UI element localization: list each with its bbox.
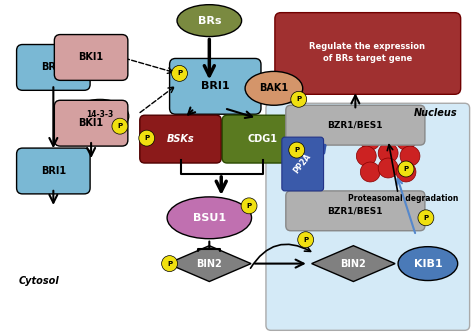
- Circle shape: [378, 143, 398, 163]
- FancyBboxPatch shape: [286, 191, 425, 231]
- Text: P: P: [423, 215, 428, 221]
- FancyBboxPatch shape: [55, 100, 128, 146]
- FancyBboxPatch shape: [282, 137, 324, 191]
- Text: BZR1/BES1: BZR1/BES1: [328, 121, 383, 130]
- Polygon shape: [168, 246, 251, 282]
- Text: BRI1: BRI1: [41, 166, 66, 176]
- Text: BRI1: BRI1: [41, 62, 66, 73]
- FancyBboxPatch shape: [286, 105, 425, 145]
- Text: BKI1: BKI1: [79, 118, 104, 128]
- Circle shape: [398, 161, 414, 177]
- Ellipse shape: [167, 197, 252, 239]
- Text: BIN2: BIN2: [196, 259, 222, 268]
- Text: CDG1: CDG1: [248, 134, 278, 144]
- Circle shape: [162, 256, 178, 271]
- Circle shape: [356, 146, 376, 166]
- FancyBboxPatch shape: [140, 115, 221, 163]
- Text: BSKs: BSKs: [167, 134, 194, 144]
- Circle shape: [289, 142, 305, 158]
- FancyBboxPatch shape: [170, 58, 261, 114]
- Circle shape: [172, 66, 187, 81]
- Circle shape: [396, 130, 416, 150]
- Text: BRs: BRs: [198, 15, 221, 26]
- FancyBboxPatch shape: [17, 148, 90, 194]
- Text: BKI1: BKI1: [79, 52, 104, 62]
- FancyBboxPatch shape: [17, 44, 90, 90]
- Ellipse shape: [71, 99, 129, 133]
- FancyBboxPatch shape: [222, 115, 304, 163]
- Text: PP2A: PP2A: [292, 152, 313, 176]
- Text: KIB1: KIB1: [414, 259, 442, 268]
- Circle shape: [139, 130, 155, 146]
- Text: BSU1: BSU1: [193, 213, 226, 223]
- Text: 14-3-3: 14-3-3: [86, 110, 114, 119]
- Circle shape: [360, 130, 380, 150]
- Text: P: P: [246, 203, 252, 209]
- FancyBboxPatch shape: [266, 103, 470, 330]
- Text: P: P: [403, 166, 409, 172]
- Polygon shape: [311, 246, 395, 282]
- Text: Nucleus: Nucleus: [414, 108, 458, 118]
- Circle shape: [298, 232, 314, 248]
- Text: Cytosol: Cytosol: [18, 276, 59, 286]
- Circle shape: [112, 118, 128, 134]
- Text: P: P: [296, 96, 301, 102]
- Circle shape: [291, 91, 307, 107]
- FancyBboxPatch shape: [275, 13, 461, 94]
- Text: P: P: [144, 135, 149, 141]
- Text: BRI1: BRI1: [201, 81, 229, 91]
- Text: BAK1: BAK1: [259, 83, 289, 93]
- Text: P: P: [303, 237, 308, 243]
- Circle shape: [241, 198, 257, 214]
- Circle shape: [378, 158, 398, 178]
- Text: P: P: [118, 123, 122, 129]
- Text: P: P: [167, 261, 172, 266]
- Text: Regulate the expression
of BRs target gene: Regulate the expression of BRs target ge…: [309, 42, 425, 62]
- Ellipse shape: [398, 247, 458, 281]
- Ellipse shape: [177, 5, 242, 37]
- Text: BIN2: BIN2: [340, 259, 366, 268]
- Ellipse shape: [245, 72, 303, 105]
- Circle shape: [378, 126, 398, 146]
- Text: BZR1/BES1: BZR1/BES1: [328, 206, 383, 215]
- Circle shape: [360, 162, 380, 182]
- Text: Proteasomal degradation: Proteasomal degradation: [348, 194, 458, 203]
- Text: P: P: [294, 147, 299, 153]
- Circle shape: [418, 210, 434, 226]
- Text: P: P: [177, 71, 182, 76]
- Circle shape: [396, 162, 416, 182]
- Circle shape: [400, 146, 420, 166]
- FancyBboxPatch shape: [55, 35, 128, 80]
